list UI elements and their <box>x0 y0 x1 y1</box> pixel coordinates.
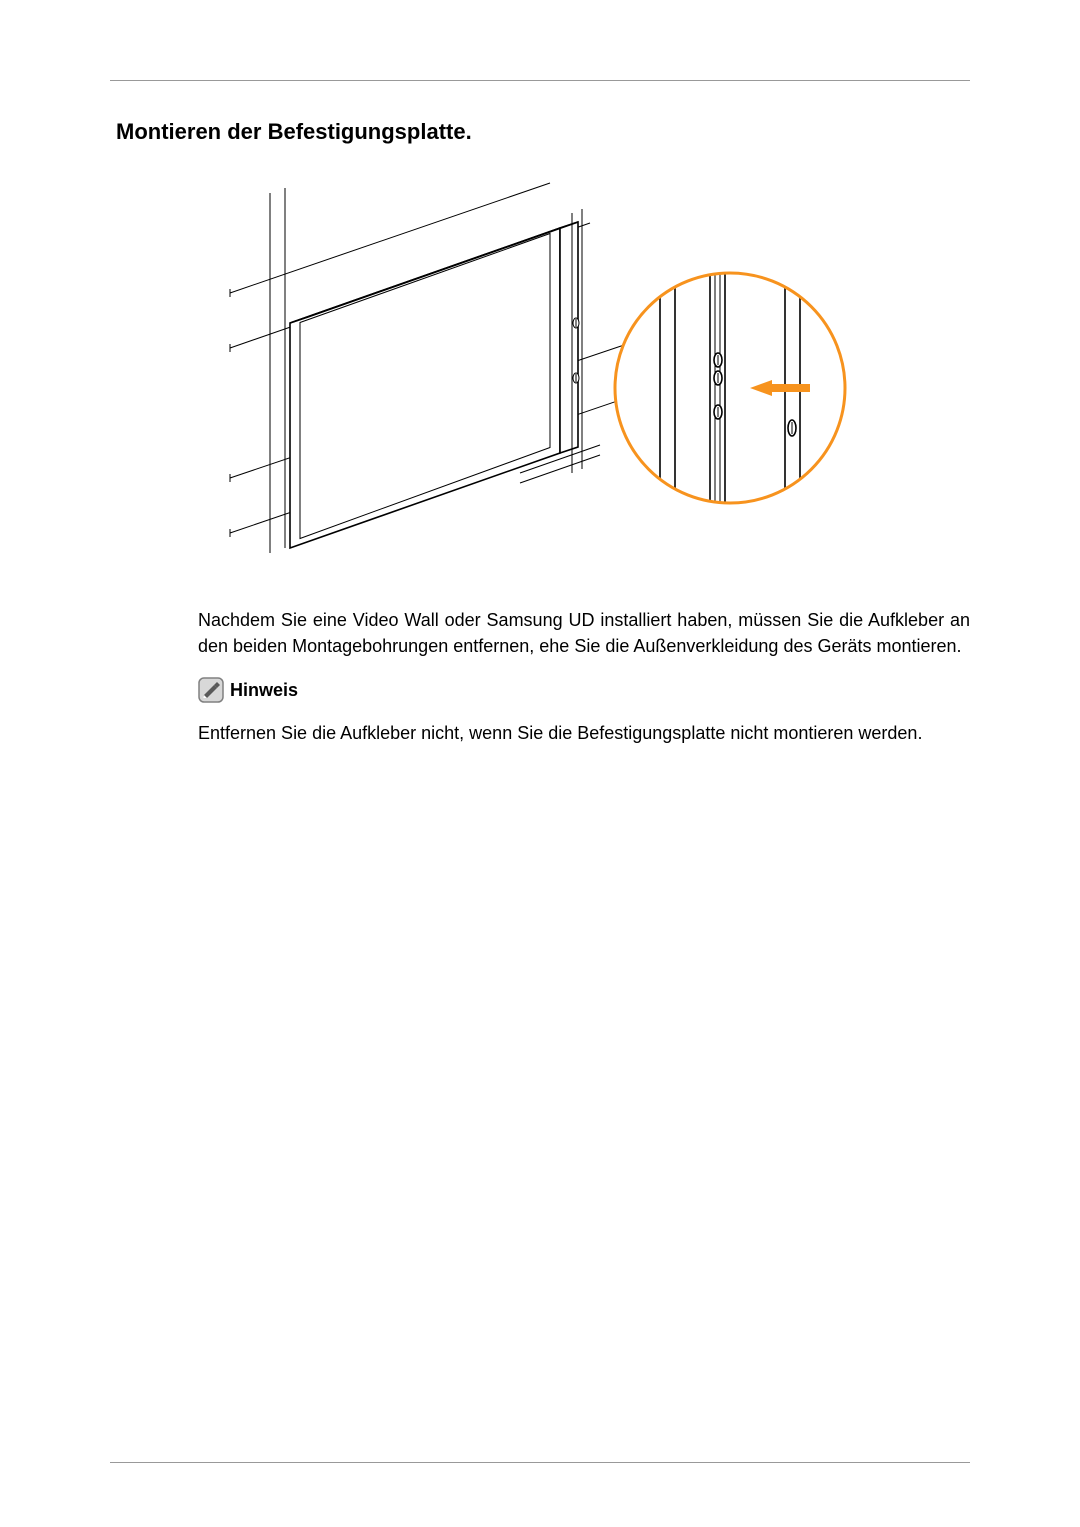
bottom-rule <box>110 1462 970 1463</box>
top-rule <box>110 80 970 81</box>
mounting-plate-svg <box>220 173 860 573</box>
note-row: Hinweis <box>198 677 970 703</box>
mounting-plate-figure <box>110 173 970 578</box>
note-icon <box>198 677 224 703</box>
note-text: Entfernen Sie die Aufkleber nicht, wenn … <box>198 721 970 747</box>
note-label: Hinweis <box>230 680 298 701</box>
page-title: Montieren der Befestigungsplatte. <box>110 119 970 145</box>
instruction-paragraph: Nachdem Sie eine Video Wall oder Samsung… <box>198 608 970 659</box>
